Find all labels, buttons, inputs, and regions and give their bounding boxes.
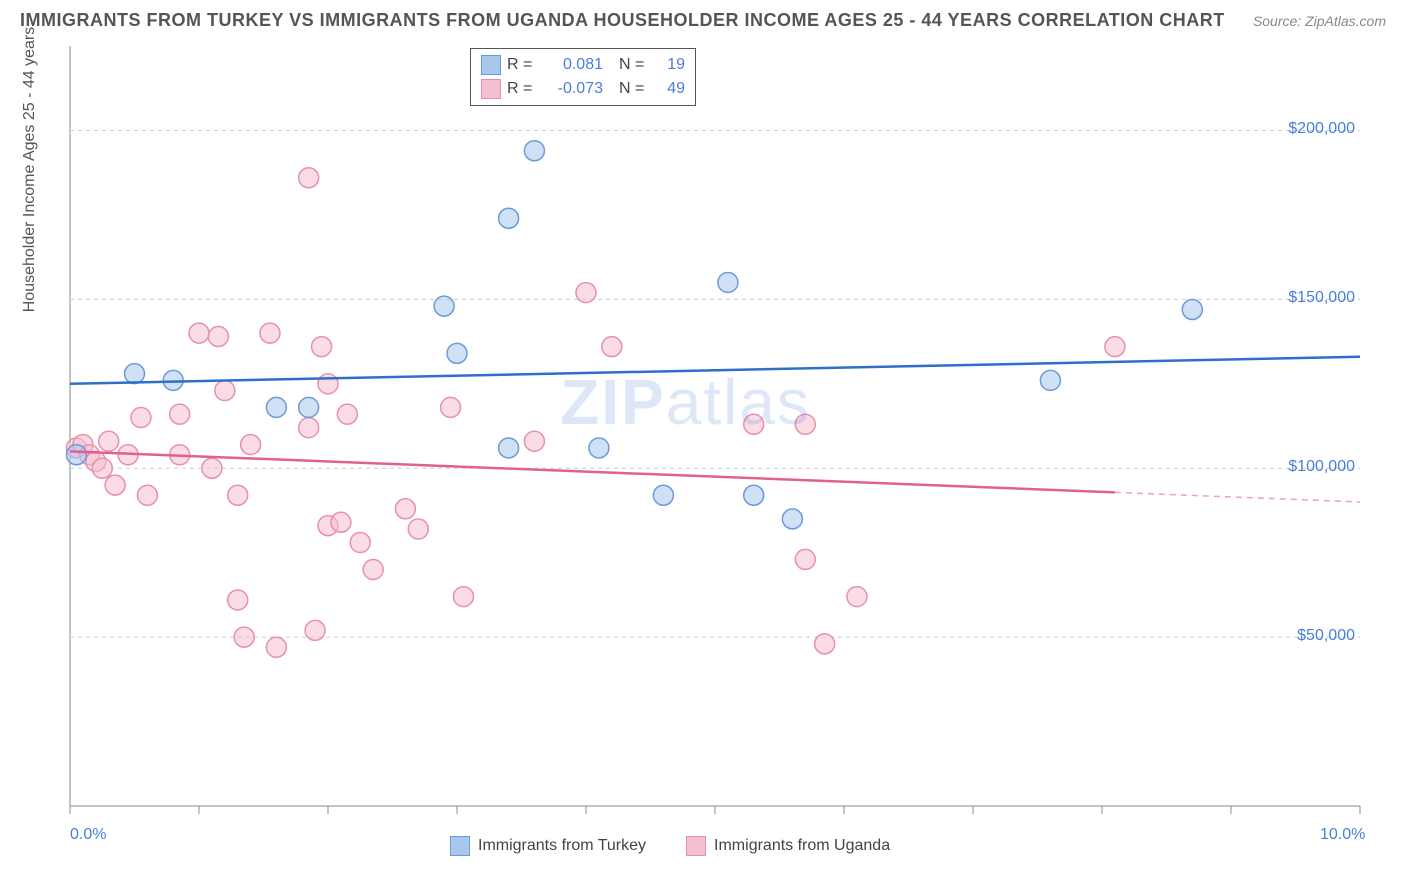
legend-swatch: [686, 836, 706, 856]
legend-item: Immigrants from Turkey: [450, 836, 646, 856]
legend-n-value: 49: [655, 80, 685, 98]
data-point: [228, 485, 248, 505]
legend-n-label: N =: [619, 80, 649, 98]
legend-n-label: N =: [619, 56, 649, 74]
data-point: [395, 499, 415, 519]
legend-series-name: Immigrants from Uganda: [714, 837, 890, 855]
data-point: [266, 397, 286, 417]
data-point: [363, 560, 383, 580]
legend-n-value: 19: [655, 56, 685, 74]
data-point: [99, 431, 119, 451]
legend-series-name: Immigrants from Turkey: [478, 837, 646, 855]
data-point: [105, 475, 125, 495]
chart-container: Householder Income Ages 25 - 44 years ZI…: [20, 36, 1386, 856]
data-point: [408, 519, 428, 539]
data-point: [576, 283, 596, 303]
correlation-legend: R = 0.081 N = 19 R = -0.073 N = 49: [470, 48, 696, 106]
data-point: [208, 326, 228, 346]
data-point: [234, 627, 254, 647]
y-tick-label: $100,000: [1288, 458, 1355, 476]
data-point: [215, 381, 235, 401]
y-tick-label: $50,000: [1297, 627, 1355, 645]
chart-title: IMMIGRANTS FROM TURKEY VS IMMIGRANTS FRO…: [20, 10, 1225, 31]
data-point: [795, 414, 815, 434]
data-point: [815, 634, 835, 654]
y-tick-label: $200,000: [1288, 120, 1355, 138]
legend-swatch: [450, 836, 470, 856]
data-point: [1182, 299, 1202, 319]
data-point: [602, 337, 622, 357]
data-point: [1105, 337, 1125, 357]
data-point: [299, 397, 319, 417]
y-tick-label: $150,000: [1288, 289, 1355, 307]
data-point: [653, 485, 673, 505]
x-tick-label: 0.0%: [70, 826, 106, 844]
legend-r-value: 0.081: [543, 56, 603, 74]
trend-line: [70, 451, 1115, 492]
data-point: [189, 323, 209, 343]
data-point: [499, 438, 519, 458]
data-point: [847, 587, 867, 607]
legend-r-value: -0.073: [543, 80, 603, 98]
data-point: [331, 512, 351, 532]
data-point: [299, 168, 319, 188]
data-point: [202, 458, 222, 478]
data-point: [66, 445, 86, 465]
data-point: [744, 414, 764, 434]
data-point: [318, 374, 338, 394]
legend-row: R = 0.081 N = 19: [481, 53, 685, 77]
data-point: [260, 323, 280, 343]
legend-swatch: [481, 79, 501, 99]
data-point: [524, 141, 544, 161]
data-point: [350, 533, 370, 553]
trend-line: [70, 357, 1360, 384]
data-point: [305, 620, 325, 640]
data-point: [744, 485, 764, 505]
data-point: [453, 587, 473, 607]
data-point: [337, 404, 357, 424]
data-point: [447, 343, 467, 363]
data-point: [266, 637, 286, 657]
trend-line-extrapolated: [1115, 492, 1360, 502]
chart-header: IMMIGRANTS FROM TURKEY VS IMMIGRANTS FRO…: [0, 0, 1406, 36]
data-point: [499, 208, 519, 228]
data-point: [131, 408, 151, 428]
legend-r-label: R =: [507, 56, 537, 74]
data-point: [170, 404, 190, 424]
data-point: [137, 485, 157, 505]
data-point: [312, 337, 332, 357]
data-point: [795, 549, 815, 569]
data-point: [299, 418, 319, 438]
legend-swatch: [481, 55, 501, 75]
data-point: [441, 397, 461, 417]
series-legend: Immigrants from Turkey Immigrants from Ug…: [450, 836, 890, 856]
data-point: [228, 590, 248, 610]
scatter-chart: [20, 36, 1386, 856]
data-point: [125, 364, 145, 384]
source-label: Source: ZipAtlas.com: [1253, 13, 1386, 29]
legend-r-label: R =: [507, 80, 537, 98]
data-point: [241, 435, 261, 455]
data-point: [92, 458, 112, 478]
data-point: [524, 431, 544, 451]
legend-row: R = -0.073 N = 49: [481, 77, 685, 101]
data-point: [718, 272, 738, 292]
data-point: [1040, 370, 1060, 390]
legend-item: Immigrants from Uganda: [686, 836, 890, 856]
x-tick-label: 10.0%: [1320, 826, 1365, 844]
data-point: [589, 438, 609, 458]
data-point: [434, 296, 454, 316]
data-point: [782, 509, 802, 529]
